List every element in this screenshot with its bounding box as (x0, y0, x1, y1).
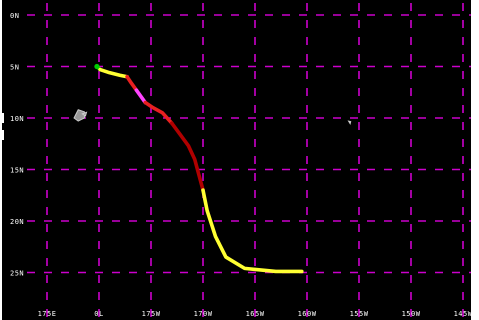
latitude-label: 15N (10, 167, 24, 175)
track-segment-red (143, 100, 174, 125)
island-a (73, 109, 85, 122)
latitude-label: 20N (10, 218, 24, 226)
latitude-label: 25N (10, 270, 24, 278)
grid-labels: 0N 5N 10N 15N 20N 25N 175E 0L 175W 170W 165W 160W 15… (10, 12, 473, 318)
track-segment-yellow (98, 67, 129, 79)
longitude-label: 0L (94, 310, 103, 318)
longitude-label: 160W (298, 310, 317, 318)
lat-lon-grid (27, 3, 471, 318)
longitude-label: 170W (194, 310, 213, 318)
longitude-label: 175W (142, 310, 161, 318)
map-right-border (471, 0, 479, 320)
track-segment-yellow (201, 188, 304, 274)
map-left-tab-upper (0, 113, 4, 123)
storm-track (94, 63, 304, 274)
track-segment-magenta (134, 88, 148, 105)
map-left-border (0, 0, 2, 320)
longitude-label: 150W (402, 310, 421, 318)
longitude-label: 165W (246, 310, 265, 318)
longitude-label: 175E (38, 310, 57, 318)
map-left-tab-lower (0, 130, 4, 140)
latitude-label: 0N (10, 12, 19, 20)
longitude-label: 155W (350, 310, 369, 318)
island-b (81, 111, 88, 117)
track-segment-red (125, 75, 139, 92)
island-c (347, 120, 352, 125)
longitude-label: 145W (454, 310, 473, 318)
track-segment-dark_red (170, 121, 205, 192)
latitude-label: 10N (10, 115, 24, 123)
land-features (73, 109, 352, 125)
track-start-marker (94, 63, 100, 70)
latitude-label: 5N (10, 64, 19, 72)
